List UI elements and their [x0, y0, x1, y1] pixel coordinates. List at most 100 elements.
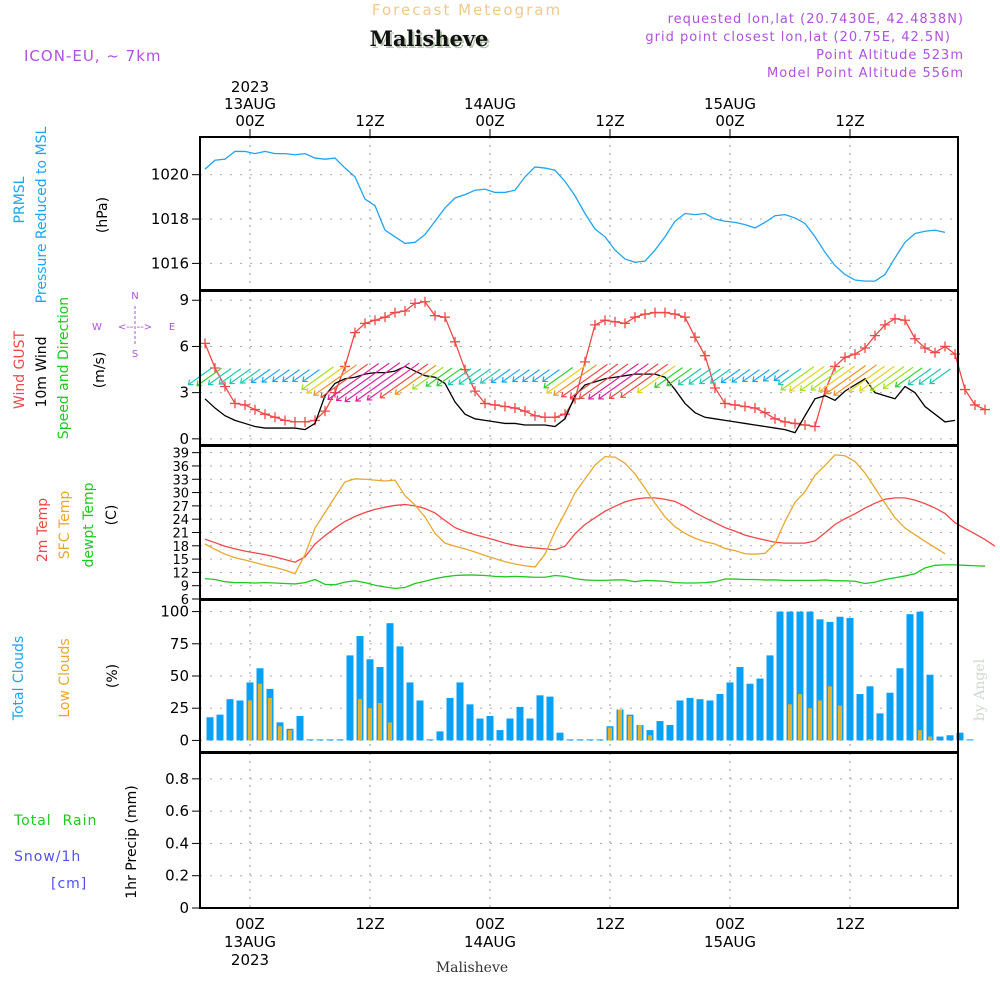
arrow-head [882, 383, 889, 389]
bar-low-clouds [288, 730, 292, 741]
ytick-label: 75 [170, 635, 189, 653]
gust-marker [730, 399, 740, 410]
wind-direction-arrow [542, 369, 560, 383]
gust-marker [980, 404, 990, 415]
arrow-shaft [678, 368, 702, 386]
arrow-head [699, 378, 705, 385]
gust-marker [970, 399, 980, 410]
arrow-shaft [367, 362, 420, 401]
model-label: ICON-EU, ~ 7km [24, 47, 162, 65]
wind-direction-arrow [355, 362, 410, 402]
wind-direction-arrow [425, 367, 453, 387]
gust-marker [770, 413, 780, 424]
bar-total-clouds [486, 715, 494, 741]
arrow-shaft [240, 368, 261, 384]
bar-total-clouds [896, 668, 904, 741]
arrow-head [553, 390, 559, 396]
gust-marker [750, 403, 760, 414]
series-dewpt-temp [204, 564, 986, 590]
gust-marker [380, 312, 390, 323]
bar-total-clouds [386, 623, 394, 741]
bar-low-clouds [838, 705, 842, 741]
arrow-head [436, 380, 443, 387]
arrow-shaft [579, 363, 629, 399]
wind-direction-arrow [458, 368, 482, 385]
arrow-shaft [448, 368, 472, 386]
panel-frame [199, 445, 959, 600]
arrow-shaft [699, 368, 721, 385]
watermark: by Angel [972, 658, 988, 721]
arrow-head [894, 381, 901, 388]
ytick-label: 24 [172, 513, 189, 528]
gust-marker [630, 312, 640, 323]
bar-low-clouds [248, 700, 252, 741]
gust-marker [370, 315, 380, 326]
arrow-head [313, 390, 319, 396]
precip-unit: 1hr Precip (mm) [124, 785, 140, 898]
bar-low-clouds [918, 730, 922, 741]
bar-low-clouds [268, 697, 272, 741]
arrow-head [688, 378, 695, 385]
wind-direction-arrow [666, 367, 693, 387]
panel-wind: 0 3 6 9 [179, 290, 990, 448]
bottom-tick-label: 00Z [235, 915, 264, 933]
bar-total-clouds [206, 717, 214, 741]
arrow-shaft [532, 369, 550, 382]
bottom-tick-label: 00Z [715, 915, 744, 933]
arrow-shaft [344, 362, 401, 403]
arrow-shaft [292, 369, 310, 382]
ytick-label: 15 [172, 553, 189, 568]
arrow-head [469, 378, 475, 385]
model-altitude: Model Point Altitude 556m [767, 66, 964, 81]
arrow-head [306, 387, 312, 394]
gust-marker [900, 315, 910, 326]
bar-total-clouds [546, 696, 554, 741]
ytick-label: 0.4 [165, 834, 189, 852]
bar-low-clouds [628, 715, 632, 741]
bar-total-clouds [306, 739, 314, 741]
bar-total-clouds [706, 700, 714, 741]
arrow-shaft [859, 365, 895, 392]
arrow-head [447, 379, 454, 386]
bar-total-clouds [946, 735, 954, 741]
arrow-head [207, 379, 214, 386]
bar-total-clouds [216, 714, 224, 741]
gust-marker [620, 318, 630, 329]
bar-total-clouds [956, 732, 964, 741]
arrow-shaft [272, 369, 290, 382]
gust-marker [400, 306, 410, 317]
pressure-unit: (hPa) [95, 197, 111, 233]
arrow-shaft [561, 363, 608, 398]
wind-direction-arrow [344, 362, 401, 403]
arrow-head [425, 381, 432, 387]
ytick-label: 33 [172, 473, 189, 488]
arrow-head [320, 392, 327, 398]
bar-total-clouds [576, 739, 584, 741]
wind-direction-arrow [306, 365, 346, 394]
bar-total-clouds [726, 682, 734, 741]
top-tick-label: 2023 [231, 78, 269, 96]
gust-marker [360, 318, 370, 329]
arrow-shaft [302, 369, 320, 382]
gust-marker [230, 398, 240, 409]
arrow-shaft [229, 368, 251, 385]
compass-n: N [131, 291, 138, 302]
wind-direction-arrow [394, 364, 437, 395]
arrow-head [598, 393, 604, 400]
bar-total-clouds [556, 732, 564, 741]
arrow-head [918, 378, 925, 385]
wind-direction-arrow [918, 368, 942, 385]
arrow-head [344, 396, 351, 403]
arrow-shaft [908, 368, 932, 386]
super-title: Forecast Meteogram [372, 1, 562, 19]
compass-icon: N S W E <-- --> [92, 291, 175, 360]
gust-marker [710, 383, 720, 394]
wind-direction-arrow [313, 364, 357, 396]
ytick-label: 9 [181, 580, 189, 595]
arrow-head [239, 377, 246, 384]
gust-marker [920, 342, 930, 353]
arrow-head [302, 376, 308, 383]
bar-total-clouds [736, 666, 744, 741]
panel-clouds: 0 25 50 75 100 [160, 599, 974, 753]
